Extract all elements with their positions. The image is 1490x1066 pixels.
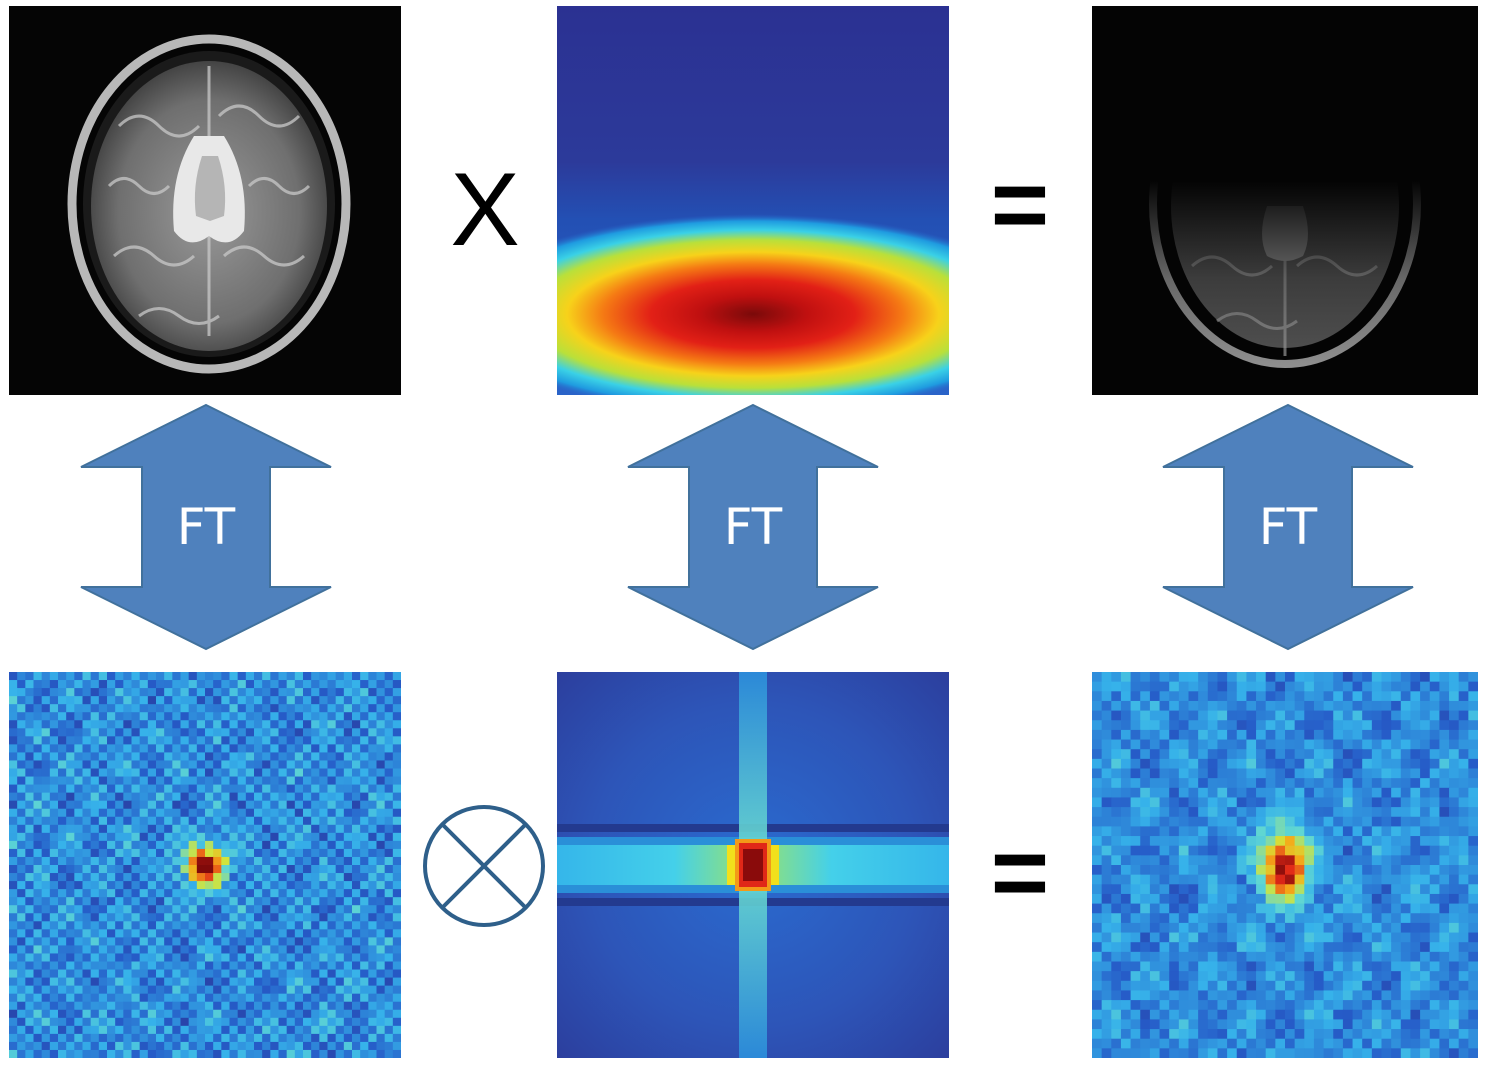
multiply-sign: X (450, 151, 520, 268)
weighted-brain-image (1092, 6, 1478, 395)
equals-sign-top: = (990, 149, 1050, 261)
brain-mri-image (9, 6, 401, 395)
brain-kspace-spectrum (9, 672, 401, 1058)
convolution-operator-icon (418, 800, 550, 932)
ft-arrow-left: FT (78, 403, 334, 651)
convolved-kspace-spectrum (1092, 672, 1478, 1058)
ft-arrow-right: FT (1160, 403, 1416, 651)
gaussian-weighting-heatmap (557, 6, 949, 395)
weighting-kspace-spectrum (557, 672, 949, 1058)
ft-label: FT (723, 498, 783, 556)
equals-sign-bottom: = (990, 817, 1050, 929)
ft-label: FT (1258, 498, 1318, 556)
ft-label: FT (176, 498, 236, 556)
ft-arrow-middle: FT (625, 403, 881, 651)
